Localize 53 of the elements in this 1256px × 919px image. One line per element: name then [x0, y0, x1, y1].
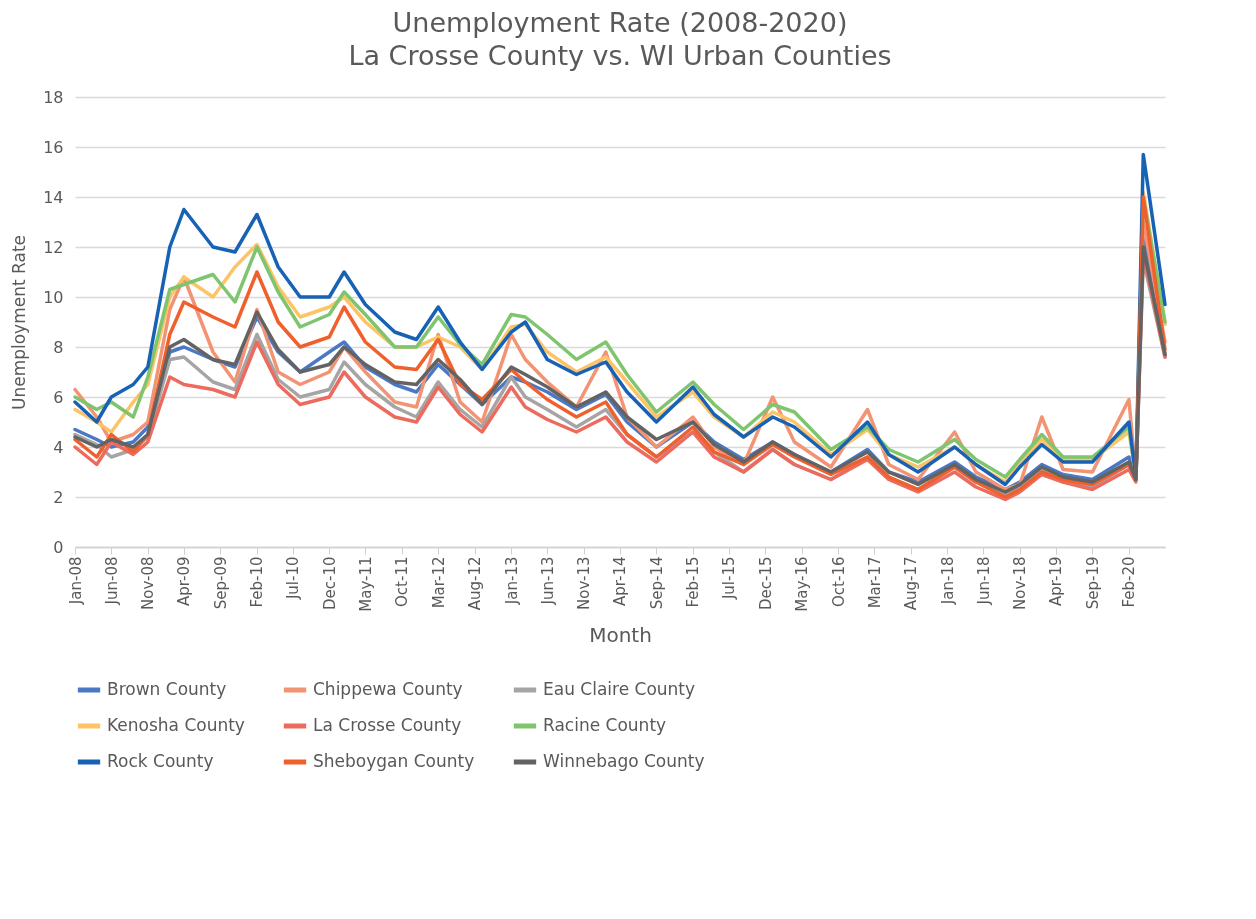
y-tick-label: 4	[53, 437, 64, 457]
x-tick-label: Dec-15	[756, 556, 775, 611]
y-tick-label: 12	[43, 237, 64, 257]
y-tick-label: 10	[43, 287, 64, 307]
x-tick-label: Jan-18	[938, 556, 957, 606]
y-tick-label: 16	[43, 137, 64, 157]
y-tick-label: 18	[43, 87, 64, 107]
x-tick-label: Sep-19	[1083, 556, 1102, 610]
x-tick-label: Aug-17	[902, 556, 921, 611]
y-tick-label: 8	[53, 337, 64, 357]
x-tick-label: Sep-14	[647, 556, 666, 610]
x-tick-label: Mar-12	[429, 556, 448, 609]
legend-label: Brown County	[107, 679, 227, 699]
x-tick-label: Jun-18	[974, 556, 993, 606]
x-tick-label: Nov-18	[1011, 556, 1030, 610]
x-tick-label: May-11	[356, 556, 375, 612]
chart-subtitle: La Crosse County vs. WI Urban Counties	[348, 40, 892, 71]
x-tick-label: May-16	[793, 556, 812, 612]
y-tick-label: 0	[53, 537, 64, 557]
x-tick-label: Apr-14	[611, 556, 630, 606]
legend-label: Racine County	[543, 715, 667, 735]
x-tick-label: Feb-15	[684, 556, 703, 608]
legend-label: Rock County	[107, 751, 214, 771]
x-tick-label: Jul-10	[284, 556, 303, 601]
x-tick-label: Oct-16	[829, 556, 848, 607]
legend-label: La Crosse County	[313, 715, 462, 735]
x-tick-label: Mar-17	[865, 556, 884, 609]
y-tick-label: 2	[53, 487, 64, 507]
x-tick-label: Feb-20	[1120, 556, 1139, 608]
legend-label: Chippewa County	[313, 679, 463, 699]
legend-label: Winnebago County	[543, 751, 705, 771]
x-tick-label: Jun-13	[538, 556, 557, 606]
x-tick-label: Jan-08	[66, 556, 85, 606]
x-axis-title: Month	[589, 622, 652, 647]
x-tick-label: Apr-19	[1047, 556, 1066, 606]
y-axis-title: Unemployment Rate	[9, 234, 30, 411]
chart-title: Unemployment Rate (2008-2020)	[392, 7, 848, 38]
x-tick-label: Feb-10	[248, 556, 267, 608]
x-tick-label: Jul-15	[720, 556, 739, 601]
x-tick-label: Aug-12	[466, 556, 485, 611]
x-tick-label: Oct-11	[393, 556, 412, 607]
x-tick-label: Apr-09	[175, 556, 194, 606]
x-tick-label: Jun-08	[102, 556, 121, 606]
x-tick-label: Nov-13	[575, 556, 594, 610]
x-tick-label: Dec-10	[320, 556, 339, 611]
legend-label: Eau Claire County	[543, 679, 696, 699]
y-tick-label: 14	[43, 187, 64, 207]
legend-label: Kenosha County	[107, 715, 245, 735]
x-tick-label: Jan-13	[502, 556, 521, 606]
legend-label: Sheboygan County	[313, 751, 475, 771]
x-tick-label: Nov-08	[139, 556, 158, 610]
y-tick-label: 6	[53, 387, 64, 407]
x-tick-label: Sep-09	[211, 556, 230, 610]
